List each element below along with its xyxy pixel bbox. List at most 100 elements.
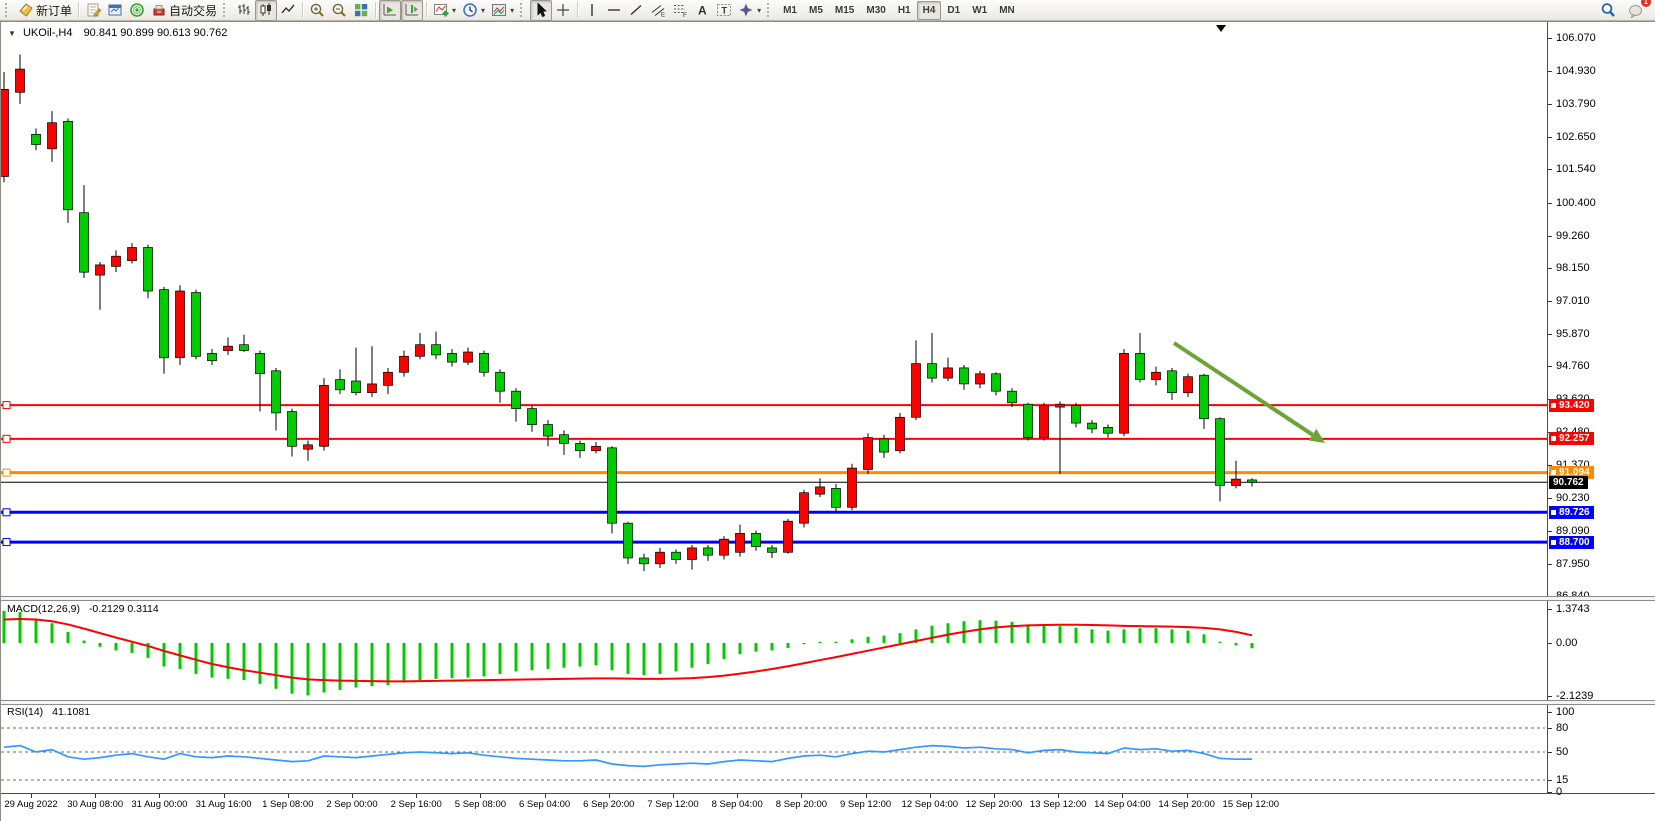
fibonacci-button[interactable]: F xyxy=(669,0,691,21)
time-tick-mark xyxy=(544,794,546,798)
trend-arrow-head[interactable] xyxy=(1308,428,1325,443)
dropdown-caret-icon[interactable]: ▾ xyxy=(757,5,762,15)
timeframe-h4-button[interactable]: H4 xyxy=(916,0,942,20)
line-handle[interactable] xyxy=(2,434,11,443)
tag-handle[interactable] xyxy=(1551,470,1556,476)
price-tag-92257[interactable]: 92.257 xyxy=(1549,432,1594,446)
time-tick-mark xyxy=(608,794,610,798)
timeframe-m5-button[interactable]: M5 xyxy=(809,4,823,16)
svg-text:A: A xyxy=(698,4,707,18)
tag-handle[interactable] xyxy=(1551,539,1556,545)
price-tick: 97.010 xyxy=(1556,294,1590,307)
toolbar-separator xyxy=(577,2,579,18)
line-chart-button[interactable] xyxy=(277,0,299,21)
dropdown-caret-icon[interactable]: ▾ xyxy=(481,5,486,15)
price-tick-mark xyxy=(1548,366,1552,368)
candlestick-chart-button[interactable] xyxy=(255,0,278,21)
svg-text:F: F xyxy=(683,12,687,18)
dropdown-caret-icon[interactable]: ▾ xyxy=(510,5,515,15)
trend-arrow[interactable] xyxy=(1172,341,1314,437)
new-order-button[interactable]: 新订单 xyxy=(15,0,75,21)
indicators-button[interactable]: ▾ xyxy=(430,0,459,21)
autotrading-button[interactable]: 自动交易 xyxy=(148,0,220,21)
timeframe-d1-button[interactable]: D1 xyxy=(947,4,961,16)
panel-separator[interactable] xyxy=(1,700,1655,705)
time-tick-label: 31 Aug 00:00 xyxy=(131,799,188,810)
price-tick-mark xyxy=(1548,137,1552,139)
templates-button[interactable]: ▾ xyxy=(488,0,517,21)
text-button[interactable]: A xyxy=(691,0,713,21)
timeframe-h1-button[interactable]: H1 xyxy=(897,4,911,16)
chart-menu-caret[interactable]: ▼ xyxy=(8,29,16,38)
price-tick: 90.230 xyxy=(1556,491,1590,504)
search-button[interactable] xyxy=(1597,0,1619,21)
dropdown-caret-icon[interactable]: ▾ xyxy=(452,5,457,15)
tile-windows-button[interactable] xyxy=(350,0,372,21)
equidistant-channel-button[interactable]: E xyxy=(647,0,669,21)
tag-handle[interactable] xyxy=(1551,436,1556,442)
rsi-tick: 50 xyxy=(1556,746,1569,758)
time-tick-mark xyxy=(801,794,803,798)
price-tag-90762[interactable]: 90.762 xyxy=(1549,475,1588,489)
price-tag-89726[interactable]: 89.726 xyxy=(1549,505,1594,519)
rsi-line xyxy=(3,744,1253,768)
rsi-tick: 15 xyxy=(1556,774,1569,786)
macd-panel[interactable] xyxy=(1,599,1547,701)
timeframe-m1-button[interactable]: M1 xyxy=(783,4,797,16)
line-handle[interactable] xyxy=(2,468,11,477)
price-tag-88700[interactable]: 88.700 xyxy=(1549,535,1594,549)
signals-button[interactable] xyxy=(126,0,148,21)
rsi-panel[interactable] xyxy=(1,703,1547,793)
trendline-button[interactable] xyxy=(625,0,647,21)
notifications-button[interactable]: 1 xyxy=(1625,0,1651,21)
timeframe-m15-button[interactable]: M15 xyxy=(834,4,855,16)
toolbar-grip[interactable] xyxy=(5,3,12,17)
timeframe-w1-button[interactable]: W1 xyxy=(972,4,988,16)
indicators-icon xyxy=(433,2,449,18)
toolbar-grip[interactable] xyxy=(223,3,230,17)
zoom-out-button[interactable] xyxy=(328,0,350,21)
time-tick-mark xyxy=(929,794,931,798)
timeframe-m30-button[interactable]: M30 xyxy=(866,4,886,16)
arrows-button[interactable]: ▾ xyxy=(735,0,764,21)
metaeditor-button[interactable] xyxy=(82,0,104,21)
timeframe-mn-button[interactable]: MN xyxy=(999,4,1015,16)
panel-separator[interactable] xyxy=(1,596,1655,601)
macd-tick-mark xyxy=(1548,608,1552,610)
horizontal-line-button[interactable] xyxy=(603,0,625,21)
text-label-button[interactable]: T xyxy=(713,0,735,21)
time-tick-label: 12 Sep 04:00 xyxy=(901,799,959,810)
crosshair-icon xyxy=(555,2,571,18)
auto-scroll-button[interactable] xyxy=(379,0,402,21)
toolbar-grip[interactable] xyxy=(520,3,527,17)
time-tick-label: 5 Sep 08:00 xyxy=(454,799,507,810)
time-tick-label: 8 Sep 20:00 xyxy=(775,799,828,810)
vertical-line-button[interactable] xyxy=(581,0,603,21)
crosshair-button[interactable] xyxy=(552,0,574,21)
price-tag-93420[interactable]: 93.420 xyxy=(1549,398,1594,412)
line-handle[interactable] xyxy=(2,538,11,547)
terminal-button[interactable] xyxy=(104,0,126,21)
zoom-in-button[interactable] xyxy=(306,0,328,21)
toolbar-grip[interactable] xyxy=(767,3,774,17)
macd-tick: -2.1239 xyxy=(1556,689,1594,702)
time-tick-mark xyxy=(31,794,32,798)
chart-shift-button[interactable] xyxy=(401,0,424,21)
tag-handle[interactable] xyxy=(1551,402,1556,408)
price-chart[interactable] xyxy=(1,23,1547,597)
toolbar-separator xyxy=(78,2,80,18)
line-handle[interactable] xyxy=(2,508,11,517)
window-blue-icon xyxy=(107,2,123,18)
line-handle[interactable] xyxy=(2,401,11,410)
chart-shift-marker[interactable] xyxy=(1216,25,1226,32)
tag-handle[interactable] xyxy=(1551,509,1556,515)
chat-icon xyxy=(1628,2,1644,18)
time-tick-label: 13 Sep 12:00 xyxy=(1029,799,1087,810)
bar-chart-button[interactable] xyxy=(233,0,255,21)
cursor-button[interactable] xyxy=(530,0,553,21)
periods-button[interactable]: ▾ xyxy=(459,0,488,21)
time-tick-mark xyxy=(287,794,289,798)
svg-text:T: T xyxy=(722,6,728,16)
price-tick-mark xyxy=(1548,202,1552,204)
time-tick-label: 8 Sep 04:00 xyxy=(711,799,763,810)
